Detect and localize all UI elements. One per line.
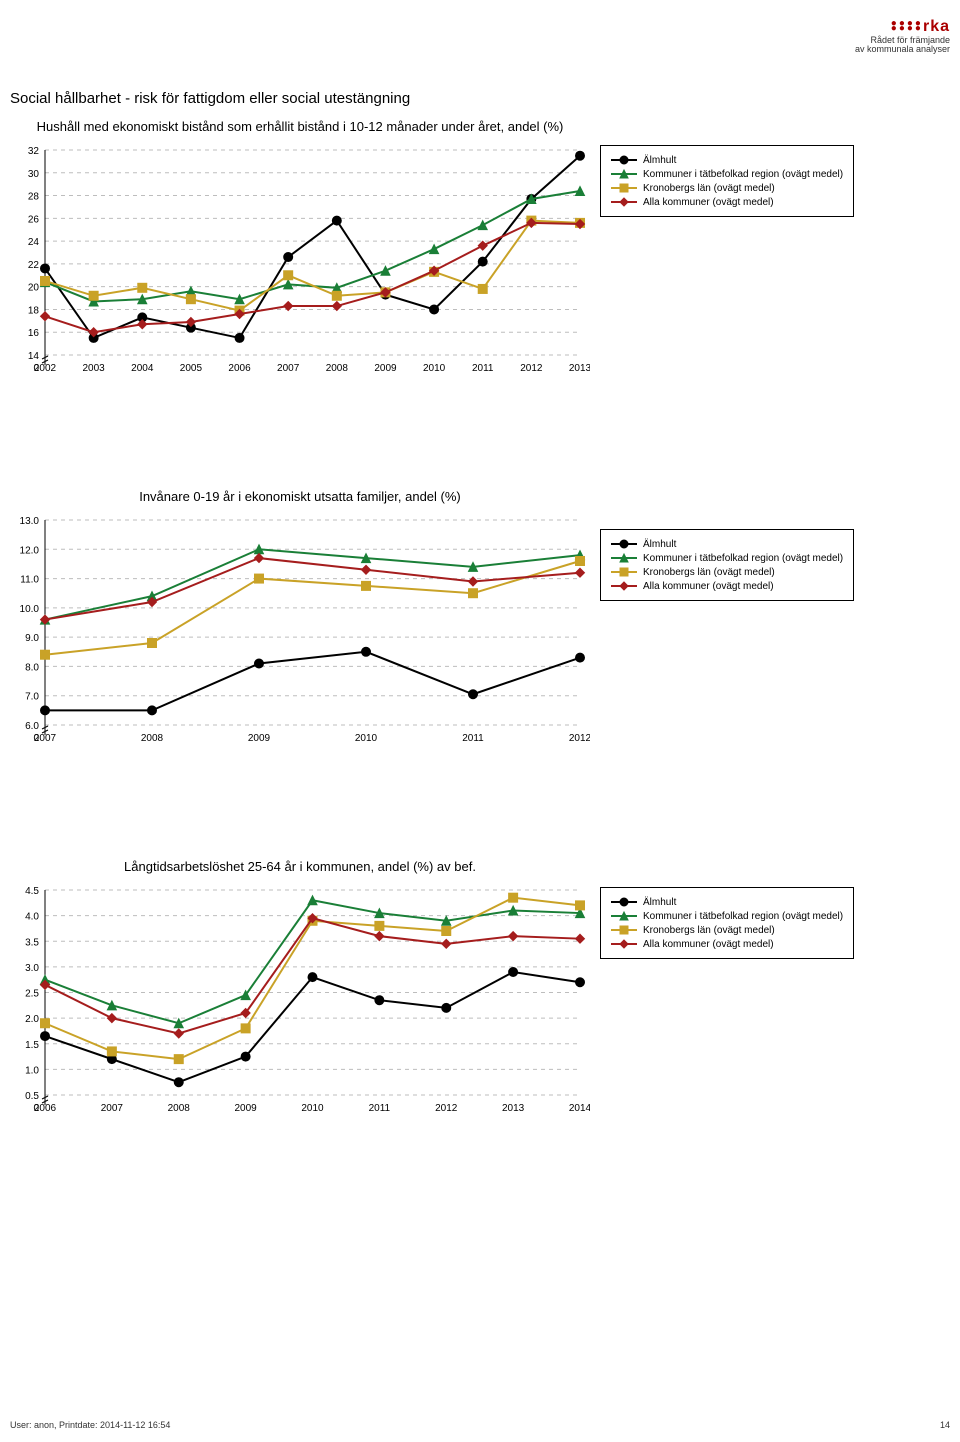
chart-1: Hushåll med ekonomiskt bistånd som erhål… (10, 115, 950, 390)
logo-sub1: Rådet för främjande (870, 35, 950, 45)
x-tick-label: 2009 (248, 733, 271, 744)
legend: Älmhult Kommuner i tätbefolkad region (ov… (600, 145, 854, 217)
y-tick-label: 18 (28, 305, 40, 316)
x-tick-label: 2003 (83, 363, 106, 374)
x-tick-label: 2013 (502, 1103, 525, 1114)
y-tick-label: 9.0 (25, 633, 39, 644)
y-tick-label: 30 (28, 169, 40, 180)
chart-svg: Invånare 0-19 år i ekonomiskt utsatta fa… (10, 485, 590, 760)
y-tick-label: 3.0 (25, 963, 39, 974)
chart-title: Hushåll med ekonomiskt bistånd som erhål… (37, 119, 564, 134)
chart-3: Långtidsarbetslöshet 25-64 år i kommunen… (10, 855, 950, 1130)
y-tick-label: 8.0 (25, 662, 39, 673)
y-tick-label: 4.0 (25, 912, 39, 923)
legend-item: Alla kommuner (ovägt medel) (611, 580, 843, 592)
legend-item: Älmhult (611, 538, 843, 550)
legend-item: Kommuner i tätbefolkad region (ovägt med… (611, 552, 843, 564)
x-tick-label: 2009 (235, 1103, 258, 1114)
legend-item: Kronobergs län (ovägt medel) (611, 182, 843, 194)
legend-label: Kommuner i tätbefolkad region (ovägt med… (643, 553, 843, 564)
x-tick-label: 2007 (277, 363, 300, 374)
logo-mark: rka (923, 18, 950, 35)
legend-item: Älmhult (611, 896, 843, 908)
legend-item: Kronobergs län (ovägt medel) (611, 566, 843, 578)
legend-item: Älmhult (611, 154, 843, 166)
y-tick-label: 20 (28, 283, 40, 294)
chart-svg: Hushåll med ekonomiskt bistånd som erhål… (10, 115, 590, 390)
x-tick-label: 2005 (180, 363, 203, 374)
legend-item: Alla kommuner (ovägt medel) (611, 938, 843, 950)
x-tick-label: 2009 (374, 363, 397, 374)
x-tick-label: 2011 (462, 733, 484, 744)
y-tick-label: 16 (28, 328, 40, 339)
x-tick-label: 2014 (569, 1103, 590, 1114)
legend-label: Kommuner i tätbefolkad region (ovägt med… (643, 911, 843, 922)
y-tick-label: 6.0 (25, 721, 39, 732)
y-tick-label: 2.5 (25, 989, 39, 1000)
y-tick-label: 1.0 (25, 1065, 39, 1076)
chart-title: Långtidsarbetslöshet 25-64 år i kommunen… (124, 859, 476, 874)
legend: Älmhult Kommuner i tätbefolkad region (ov… (600, 887, 854, 959)
y-tick-label: 3.5 (25, 937, 39, 948)
y-tick-label: 24 (28, 237, 40, 248)
y-tick-label: 28 (28, 192, 40, 203)
x-tick-label: 2008 (168, 1103, 191, 1114)
legend-label: Kommuner i tätbefolkad region (ovägt med… (643, 169, 843, 180)
legend-item: Kommuner i tätbefolkad region (ovägt med… (611, 168, 843, 180)
y-tick-label: 1.5 (25, 1040, 39, 1051)
legend-label: Kronobergs län (ovägt medel) (643, 925, 775, 936)
x-tick-label: 2013 (569, 363, 590, 374)
logo-sub2: av kommunala analyser (855, 44, 950, 54)
x-tick-label: 2012 (520, 363, 543, 374)
chart-svg: Långtidsarbetslöshet 25-64 år i kommunen… (10, 855, 590, 1130)
logo: ●●●●●●●●rka Rådet för främjande av kommu… (855, 18, 950, 55)
y-tick-label: 0.5 (25, 1091, 39, 1102)
x-tick-label: 2004 (131, 363, 154, 374)
y-tick-label: 26 (28, 214, 40, 225)
legend-label: Älmhult (643, 539, 676, 550)
x-tick-label: 2010 (355, 733, 378, 744)
y-tick-label: 4.5 (25, 886, 39, 897)
x-tick-label: 2011 (369, 1103, 391, 1114)
page-number: 14 (940, 1420, 950, 1430)
x-tick-label: 2010 (423, 363, 446, 374)
chart-2: Invånare 0-19 år i ekonomiskt utsatta fa… (10, 485, 950, 760)
legend-item: Kronobergs län (ovägt medel) (611, 924, 843, 936)
y-tick-label: 22 (28, 260, 40, 271)
chart-title: Invånare 0-19 år i ekonomiskt utsatta fa… (139, 489, 461, 504)
x-tick-label: 2012 (435, 1103, 458, 1114)
legend-label: Alla kommuner (ovägt medel) (643, 197, 774, 208)
y-tick-label: 13.0 (20, 516, 40, 527)
y-tick-label: 32 (28, 146, 40, 157)
report-title: Social hållbarhet - risk för fattigdom e… (10, 90, 410, 107)
legend-label: Älmhult (643, 897, 676, 908)
legend-label: Kronobergs län (ovägt medel) (643, 567, 775, 578)
y-tick-label: 2.0 (25, 1014, 39, 1025)
legend-label: Alla kommuner (ovägt medel) (643, 939, 774, 950)
legend-label: Kronobergs län (ovägt medel) (643, 183, 775, 194)
legend-label: Alla kommuner (ovägt medel) (643, 581, 774, 592)
x-tick-label: 2008 (326, 363, 349, 374)
x-tick-label: 2011 (472, 363, 494, 374)
x-tick-label: 2008 (141, 733, 164, 744)
legend-item: Kommuner i tätbefolkad region (ovägt med… (611, 910, 843, 922)
footer-left: User: anon, Printdate: 2014-11-12 16:54 (10, 1420, 170, 1430)
x-tick-label: 2006 (228, 363, 251, 374)
y-tick-label: 7.0 (25, 692, 39, 703)
x-tick-label: 2012 (569, 733, 590, 744)
x-tick-label: 2007 (101, 1103, 124, 1114)
y-tick-label: 10.0 (20, 604, 40, 615)
x-tick-label: 2010 (301, 1103, 324, 1114)
y-tick-label: 14 (28, 351, 40, 362)
legend-item: Alla kommuner (ovägt medel) (611, 196, 843, 208)
y-tick-label: 12.0 (20, 545, 40, 556)
legend-label: Älmhult (643, 155, 676, 166)
y-tick-label: 11.0 (20, 575, 39, 586)
legend: Älmhult Kommuner i tätbefolkad region (ov… (600, 529, 854, 601)
